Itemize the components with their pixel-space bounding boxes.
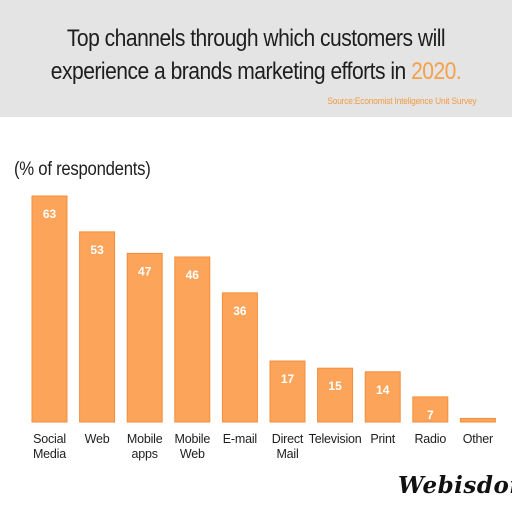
category-label-6: Television: [305, 432, 365, 447]
category-label-line: Direct: [271, 432, 304, 446]
category-label-1: Web: [67, 432, 127, 447]
bar-5: [269, 360, 306, 423]
bar-4: [221, 292, 258, 423]
bar-value-label-6: 15: [328, 379, 342, 393]
category-label-line: Print: [370, 432, 396, 446]
bar-value-label-3: 46: [186, 268, 200, 282]
category-label-3: Mobile Web: [162, 432, 222, 462]
bar-8: [412, 396, 449, 423]
bar-value-label-8: 7: [427, 408, 434, 422]
category-label-line: Media: [32, 447, 67, 461]
title-year: 2020.: [411, 58, 462, 85]
category-label-line: Radio: [414, 432, 447, 446]
bar-3: [174, 256, 211, 423]
bar-value-label-0: 63: [43, 207, 57, 221]
bar-value-label-9: 1: [475, 422, 482, 436]
category-label-line: Web: [84, 432, 110, 446]
category-label-line: Social: [33, 432, 66, 446]
category-label-0: Social Media: [20, 432, 80, 462]
bar-7: [364, 371, 401, 423]
category-label-line: Television: [308, 432, 362, 446]
bar-value-label-2: 47: [138, 264, 152, 278]
category-label-4: E-mail: [210, 432, 270, 447]
category-label-line: Mobile: [174, 432, 211, 446]
category-label-8: Radio: [400, 432, 460, 447]
bar-2: [126, 252, 163, 423]
category-label-7: Print: [353, 432, 413, 447]
category-label-line: apps: [131, 447, 159, 461]
category-label-2: Mobile apps: [115, 432, 175, 462]
bar-6: [317, 367, 354, 423]
bar-1: [79, 231, 116, 423]
category-label-9: Other: [448, 432, 508, 447]
y-axis-unit-label: (% of respondents): [14, 159, 151, 180]
bar-value-label-4: 36: [233, 304, 247, 318]
bar-0: [31, 195, 68, 423]
title-line-1: Top channels through which customers wil…: [66, 25, 446, 52]
title-line-2: experience a brands marketing efforts in: [50, 58, 406, 85]
category-label-line: Mobile: [126, 432, 163, 446]
brand-logo: Webisdom: [398, 472, 512, 499]
header-banner: [0, 0, 512, 117]
chart-title: Top channels through which customers wil…: [36, 22, 476, 88]
category-label-line: Other: [462, 432, 494, 446]
category-label-line: Web: [179, 447, 205, 461]
bar-9: [459, 417, 496, 423]
category-label-5: Direct Mail: [258, 432, 318, 462]
bar-value-label-7: 14: [376, 383, 390, 397]
bar-value-label-1: 53: [90, 243, 104, 257]
category-label-line: E-mail: [222, 432, 257, 446]
source-note: Source:Economist Inteligence Unit Survey: [326, 96, 476, 107]
bar-value-label-5: 17: [281, 372, 295, 386]
category-label-line: Mail: [276, 447, 299, 461]
